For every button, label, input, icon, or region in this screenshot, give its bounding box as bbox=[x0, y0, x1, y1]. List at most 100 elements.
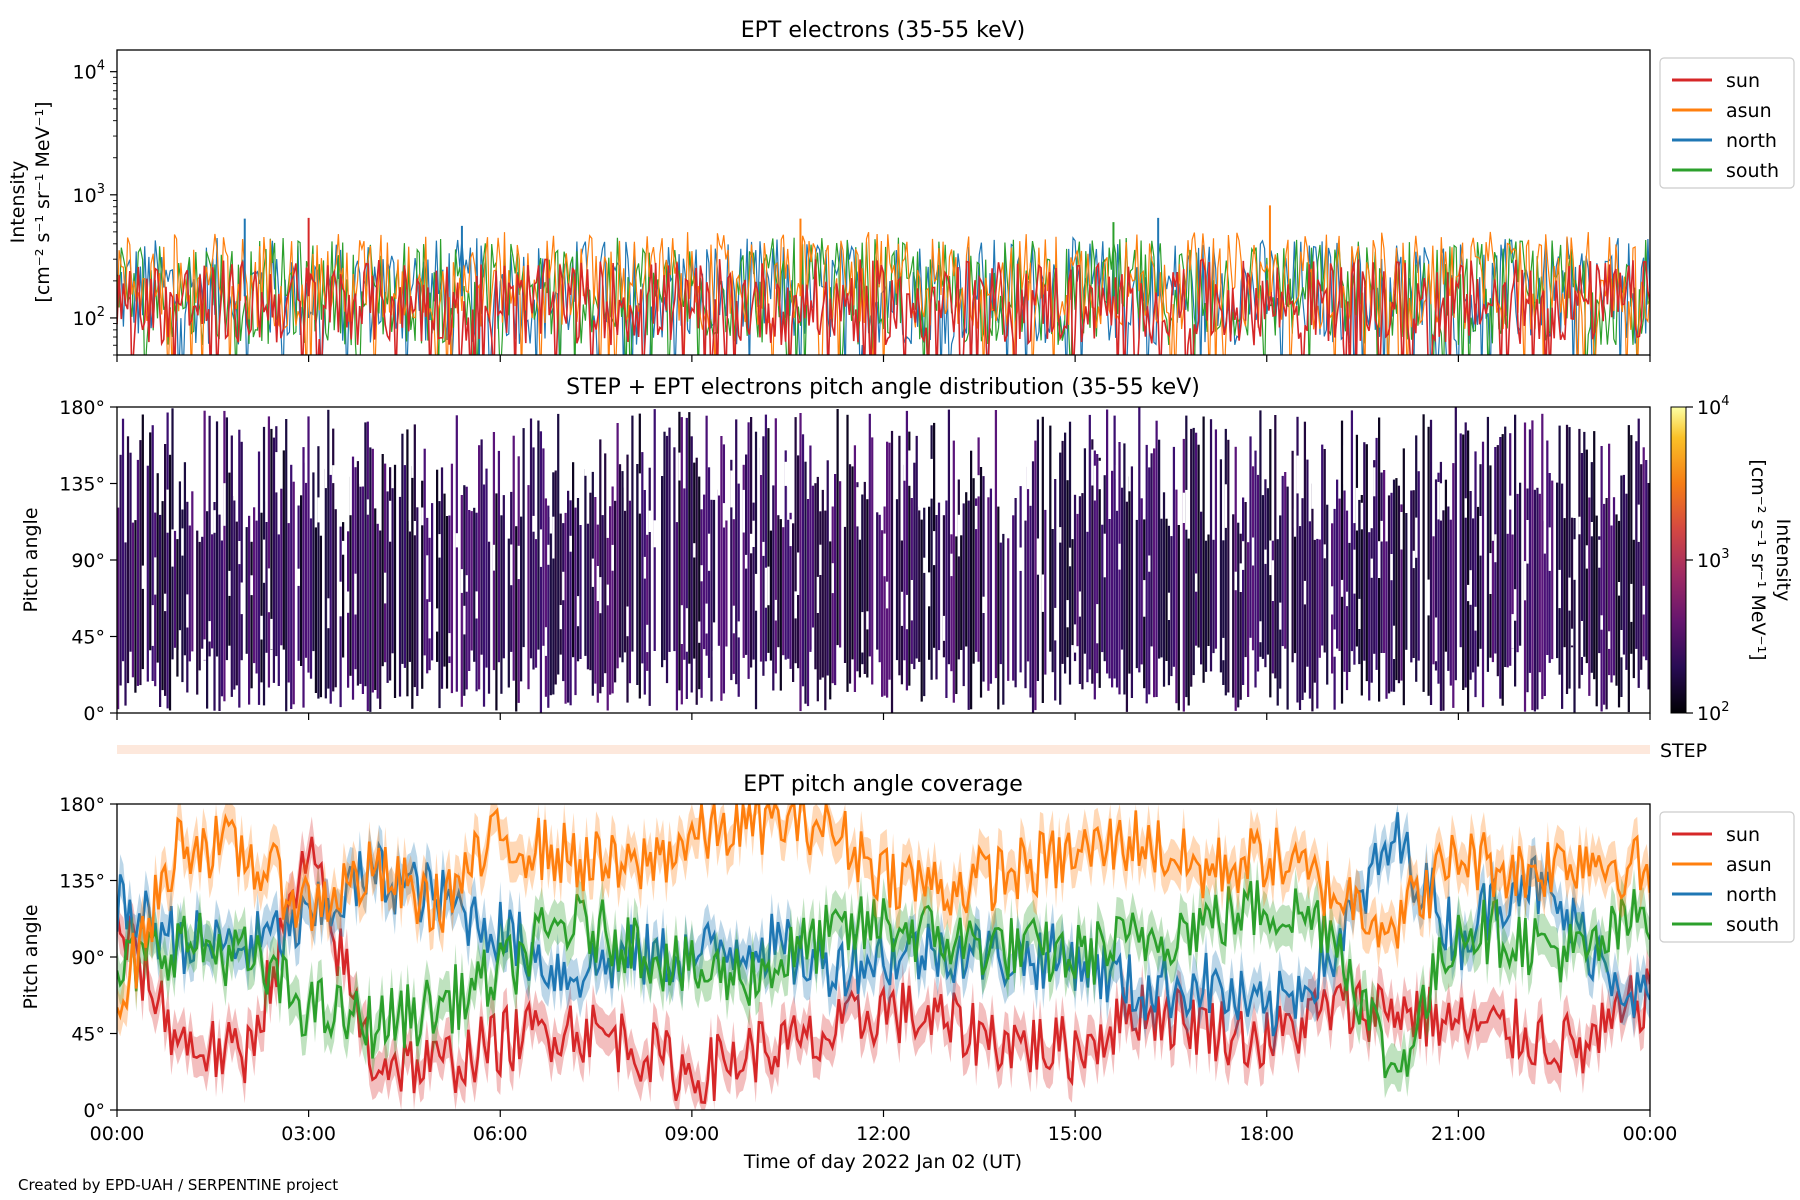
pad-bin bbox=[668, 427, 671, 652]
intensity-panel: EPT electrons (35-55 keV) 102 103 104 Inte… bbox=[7, 18, 1795, 362]
legend-label-south: south bbox=[1726, 914, 1779, 936]
pad-bin bbox=[423, 448, 426, 656]
pad-gap bbox=[569, 535, 573, 552]
pad-gap bbox=[1464, 498, 1468, 518]
panel2-ylabel: Pitch angle bbox=[20, 507, 42, 612]
pad-bin bbox=[1373, 460, 1376, 654]
pad-gap bbox=[1066, 600, 1070, 628]
pad-gap bbox=[1509, 495, 1512, 510]
pad-bin bbox=[1645, 460, 1648, 661]
pad-bin bbox=[440, 467, 444, 689]
pad-bin bbox=[1442, 510, 1445, 711]
pad-bin bbox=[1563, 518, 1566, 648]
x-tick-label: 00:00 bbox=[90, 1123, 145, 1145]
pad-bin bbox=[1150, 453, 1153, 647]
pad-bin bbox=[1212, 539, 1215, 654]
pad-bin bbox=[777, 515, 780, 648]
pad-gap bbox=[1224, 484, 1228, 528]
pad-bin bbox=[1076, 513, 1079, 647]
pad-bin bbox=[1291, 450, 1294, 663]
pad-gap bbox=[1195, 573, 1198, 592]
pad-bin bbox=[1504, 426, 1507, 667]
pad-bin bbox=[824, 510, 827, 711]
pad-bin bbox=[834, 474, 837, 686]
pad-bin bbox=[552, 472, 555, 695]
pad-bin bbox=[188, 525, 191, 662]
pad-bin bbox=[512, 435, 515, 681]
pad-bin bbox=[836, 409, 839, 646]
pad-gap bbox=[599, 577, 602, 614]
pad-bin bbox=[1296, 416, 1299, 703]
pad-bin bbox=[1617, 520, 1621, 708]
pad-bin bbox=[1501, 434, 1504, 706]
pad-bin bbox=[710, 499, 713, 702]
pad-gap bbox=[1026, 451, 1030, 490]
pad-gap bbox=[1373, 467, 1376, 497]
legend-label-north: north bbox=[1726, 884, 1777, 906]
pad-bin bbox=[661, 476, 664, 668]
pad-bin bbox=[1439, 461, 1443, 711]
pad-gap bbox=[762, 541, 766, 556]
pad-bin bbox=[450, 463, 454, 694]
pad-bin bbox=[1059, 452, 1062, 705]
pad-bin bbox=[789, 512, 792, 669]
pad-bin bbox=[1486, 416, 1490, 672]
pad-gap bbox=[707, 533, 711, 571]
pad-bin bbox=[1370, 528, 1373, 683]
panel1-ylabel: Intensity bbox=[7, 161, 29, 244]
x-tick-label: 09:00 bbox=[664, 1123, 719, 1145]
pad-gap bbox=[886, 581, 889, 609]
pad-bin bbox=[762, 436, 765, 676]
pad-bin bbox=[737, 483, 740, 697]
pad-gap bbox=[359, 465, 363, 487]
pad-bin bbox=[1064, 432, 1067, 674]
pad-gap bbox=[1311, 480, 1315, 509]
pad-bin bbox=[1195, 432, 1198, 646]
pad-gap bbox=[260, 615, 264, 640]
pad-bin bbox=[1044, 509, 1047, 675]
pad-bin bbox=[401, 433, 404, 664]
pad-bin bbox=[839, 456, 842, 648]
pad-gap bbox=[789, 519, 793, 547]
pad-gap bbox=[475, 591, 479, 619]
pad-bin bbox=[693, 462, 696, 659]
x-tick-label: 15:00 bbox=[1048, 1123, 1103, 1145]
pad-bin bbox=[1066, 480, 1069, 658]
pad-bin bbox=[554, 470, 557, 685]
pad-bin bbox=[1368, 532, 1371, 701]
pad-bin bbox=[119, 454, 122, 686]
pad-gap bbox=[685, 608, 689, 652]
pad-bin bbox=[391, 488, 394, 654]
pad-bin bbox=[579, 525, 582, 659]
pad-bin bbox=[1086, 531, 1089, 683]
pad-gap bbox=[366, 499, 370, 515]
pad-heatmap bbox=[117, 407, 1650, 713]
pad-bin bbox=[1546, 440, 1549, 655]
pad-bin bbox=[1096, 454, 1099, 674]
pad-gap bbox=[584, 447, 588, 476]
pad-gap bbox=[1185, 489, 1188, 530]
pad-bin bbox=[1313, 539, 1316, 683]
pad-gap bbox=[1073, 624, 1077, 653]
pad-bin bbox=[436, 469, 439, 662]
pad-bin bbox=[967, 500, 970, 710]
pad-bin bbox=[1528, 429, 1532, 673]
pad-bin bbox=[979, 467, 983, 698]
pad-gap bbox=[1293, 508, 1297, 528]
pad-bin bbox=[233, 496, 236, 690]
pad-gap bbox=[384, 572, 387, 604]
panel3-x-ticks: 00:00 03:00 06:00 09:00 12:00 15:00 18:00 21:00… bbox=[90, 1110, 1677, 1145]
pad-bin bbox=[235, 521, 238, 686]
pad-bin bbox=[522, 428, 525, 648]
pad-bin bbox=[406, 429, 409, 697]
pad-bin bbox=[534, 539, 538, 668]
pad-bin bbox=[1308, 521, 1312, 699]
pad-bin bbox=[982, 476, 985, 682]
pad-gap bbox=[1296, 455, 1300, 494]
pad-gap bbox=[1620, 630, 1624, 658]
pad-bin bbox=[1274, 415, 1277, 679]
pad-bin bbox=[1026, 466, 1030, 662]
pad-bin bbox=[411, 466, 414, 709]
pad-bin bbox=[1172, 446, 1176, 667]
pad-gap bbox=[725, 489, 729, 521]
